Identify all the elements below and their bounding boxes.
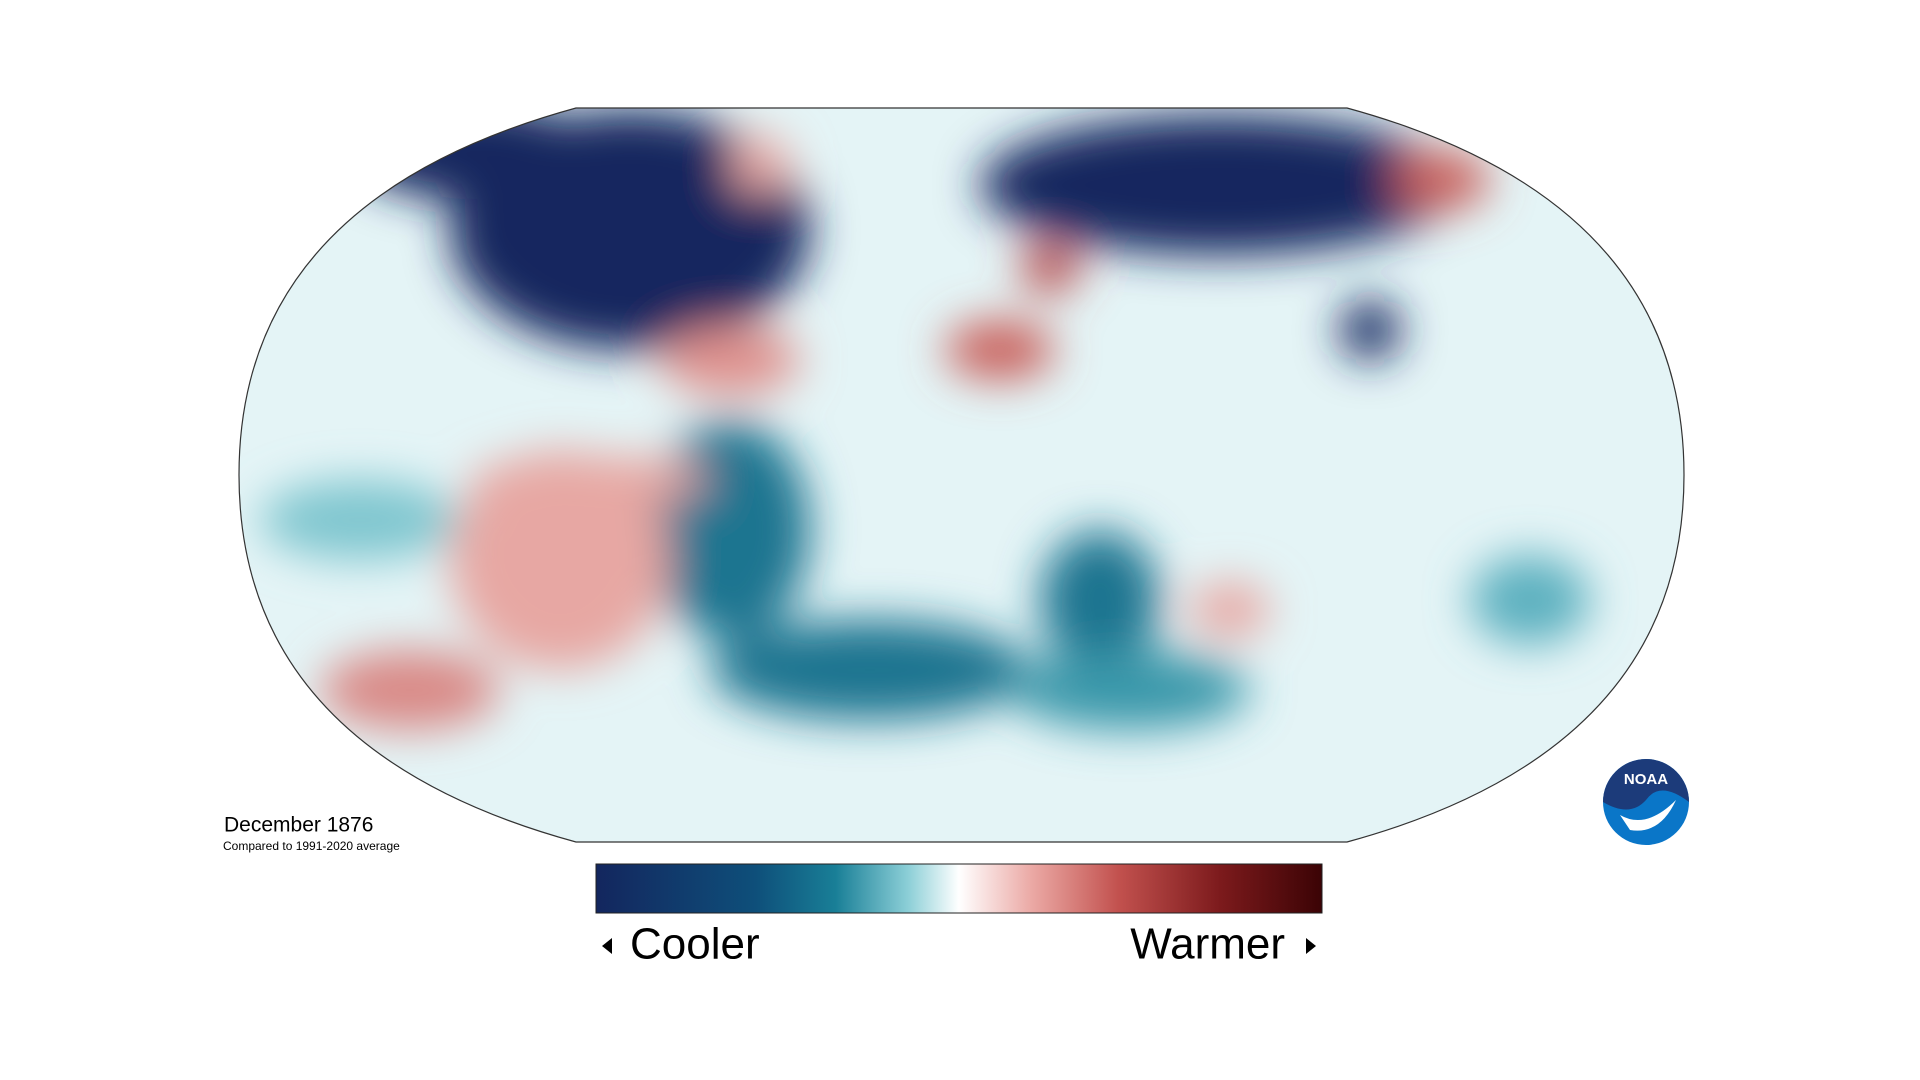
map-outline [238, 107, 1685, 843]
color-bar [595, 863, 1323, 914]
world-map [238, 107, 1685, 843]
right-arrow [1306, 938, 1316, 954]
cooler-label: Cooler [630, 920, 760, 969]
map-subtitle: Compared to 1991-2020 average [223, 839, 400, 853]
map-title: December 1876 [224, 814, 373, 837]
left-arrow [602, 938, 612, 954]
logo-text: NOAA [1624, 771, 1668, 788]
warmer-label: Warmer [1130, 920, 1285, 969]
noaa-logo: NOAA [1603, 759, 1689, 845]
